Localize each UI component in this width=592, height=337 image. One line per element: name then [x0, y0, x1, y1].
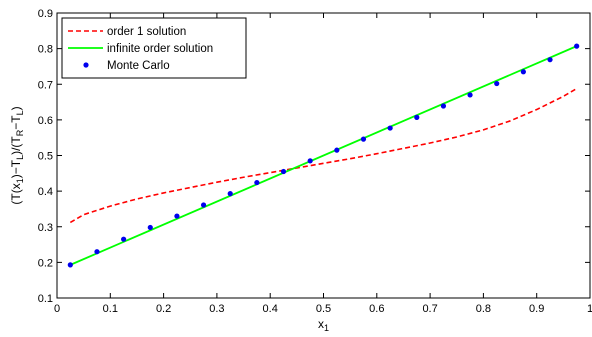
y-tick-label: 0.8 — [38, 44, 53, 56]
data-point-monte-carlo — [200, 202, 207, 208]
data-point-monte-carlo — [67, 262, 73, 268]
data-point-monte-carlo — [440, 103, 447, 109]
data-point-monte-carlo — [494, 80, 500, 87]
x-tick-label: 0.2 — [156, 303, 171, 315]
data-point-monte-carlo — [360, 136, 367, 142]
data-point-monte-carlo — [574, 43, 580, 49]
y-axis-label: (T(x1)−TL)/(TR−TL) — [9, 106, 25, 204]
y-tick-label: 0.1 — [38, 293, 53, 305]
series-layer — [67, 43, 580, 268]
x-tick-label: 0.8 — [476, 303, 491, 315]
series-line-infinite-order-solution — [69, 45, 578, 266]
y-tick-label: 0.5 — [38, 151, 53, 163]
data-point-monte-carlo — [520, 69, 526, 75]
x-tick-label: 0.5 — [316, 303, 331, 315]
x-tick-label: 0.4 — [263, 303, 278, 315]
y-tick-label: 0.7 — [38, 79, 53, 91]
y-tick-label: 0.3 — [38, 222, 53, 234]
x-tick-label: 0.1 — [103, 303, 118, 315]
data-point-monte-carlo — [174, 213, 180, 219]
data-point-monte-carlo — [227, 191, 233, 197]
data-point-monte-carlo — [121, 236, 127, 242]
x-tick-label: 0.6 — [369, 303, 384, 315]
data-point-monte-carlo — [254, 179, 260, 186]
legend-label-monte-carlo: Monte Carlo — [107, 60, 170, 72]
x-tick-label: 0 — [54, 303, 60, 315]
y-tick-label: 0.4 — [38, 186, 53, 198]
data-point-monte-carlo — [547, 57, 553, 63]
x-tick-label: 0.9 — [529, 303, 544, 315]
axis-ticks: 0 0.1 0.2 0.3 0.4 0.5 0.6 0.7 0.8 0.9 10.10.20.30.… — [38, 8, 592, 315]
y-tick-label: 0.2 — [38, 257, 53, 269]
data-point-monte-carlo — [147, 224, 153, 231]
data-point-monte-carlo — [307, 158, 313, 164]
data-point-monte-carlo — [280, 168, 287, 175]
series-line-order-1-solution — [69, 87, 578, 224]
y-tick-label: 0.6 — [38, 115, 53, 127]
x-tick-label: 1 — [587, 303, 592, 315]
x-axis-label: x1 — [318, 317, 329, 333]
legend-marker-monte-carlo — [83, 62, 89, 68]
legend-label-infinite-order-solution: infinite order solution — [107, 43, 213, 55]
plot-frame — [56, 12, 591, 299]
data-point-monte-carlo — [94, 249, 100, 255]
legend-label-order-1-solution: order 1 solution — [107, 26, 186, 38]
x-tick-label: 0.3 — [209, 303, 224, 315]
legend: order 1 solution infinite order solution… — [61, 17, 247, 79]
data-point-monte-carlo — [387, 125, 393, 131]
y-tick-label: 0.9 — [38, 8, 53, 20]
data-point-monte-carlo — [414, 114, 420, 120]
data-point-monte-carlo — [334, 147, 340, 153]
data-point-monte-carlo — [467, 92, 473, 98]
x-tick-label: 0.7 — [422, 303, 437, 315]
